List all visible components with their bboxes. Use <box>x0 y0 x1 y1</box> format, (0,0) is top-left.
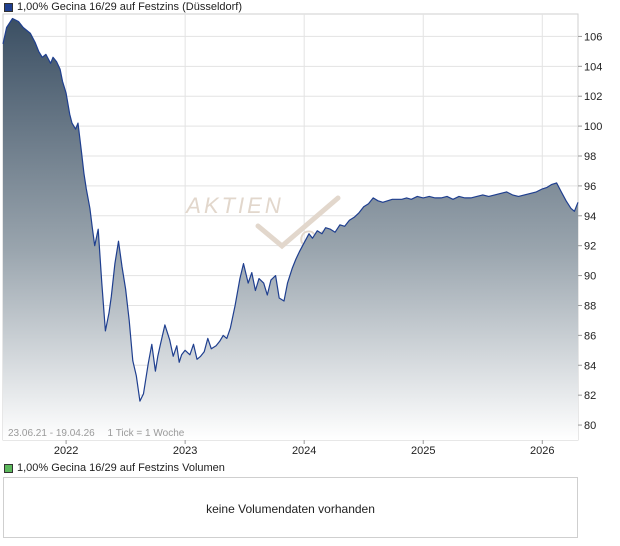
watermark-aktien: AKTIEN <box>184 193 283 218</box>
no-volume-message: keine Volumendaten vorhanden <box>206 502 375 516</box>
y-tick-label: 100 <box>584 121 602 133</box>
price-chart: 80 82 84 86 88 90 92 94 96 98 100 102 104 106 2022 2023… <box>2 13 602 457</box>
price-legend-label: 1,00% Gecina 16/29 auf Festzins (Düsseld… <box>17 1 243 13</box>
y-tick-label: 106 <box>584 31 602 43</box>
y-tick-label: 92 <box>584 241 596 253</box>
y-tick-label: 90 <box>584 271 596 283</box>
date-range-info: 23.06.21 - 19.04.26 1 Tick = 1 Woche <box>8 428 194 439</box>
volume-legend-label: 1,00% Gecina 16/29 auf Festzins Volumen <box>17 462 225 474</box>
y-tick-label: 86 <box>584 330 596 342</box>
y-tick-label: 104 <box>584 61 602 73</box>
price-legend: 1,00% Gecina 16/29 auf Festzins (Düsseld… <box>4 0 242 14</box>
price-legend-swatch <box>4 2 13 12</box>
y-tick-label: 80 <box>584 420 596 432</box>
watermark-checkmark <box>255 195 341 250</box>
y-tick-label: 98 <box>584 151 596 163</box>
date-range-text: 23.06.21 - 19.04.26 <box>8 428 95 439</box>
volume-legend-swatch <box>4 463 13 473</box>
price-line <box>2 17 579 402</box>
y-tick-label: 84 <box>584 360 596 372</box>
x-tick-label: 2024 <box>292 445 316 457</box>
x-tick-label: 2022 <box>54 445 78 457</box>
y-tick-label: 96 <box>584 181 596 193</box>
y-tick-label: 94 <box>584 211 596 223</box>
volume-legend: 1,00% Gecina 16/29 auf Festzins Volumen <box>4 461 225 475</box>
y-tick-label: 102 <box>584 91 602 103</box>
price-area <box>3 18 578 440</box>
tick-interval-text: 1 Tick = 1 Woche <box>107 428 185 439</box>
x-tick-label: 2025 <box>411 445 435 457</box>
y-tick-label: 88 <box>584 300 596 312</box>
x-tick-label: 2023 <box>173 445 197 457</box>
y-tick-label: 82 <box>584 390 596 402</box>
x-tick-label: 2026 <box>530 445 554 457</box>
volume-panel: keine Volumendaten vorhanden <box>3 477 578 538</box>
